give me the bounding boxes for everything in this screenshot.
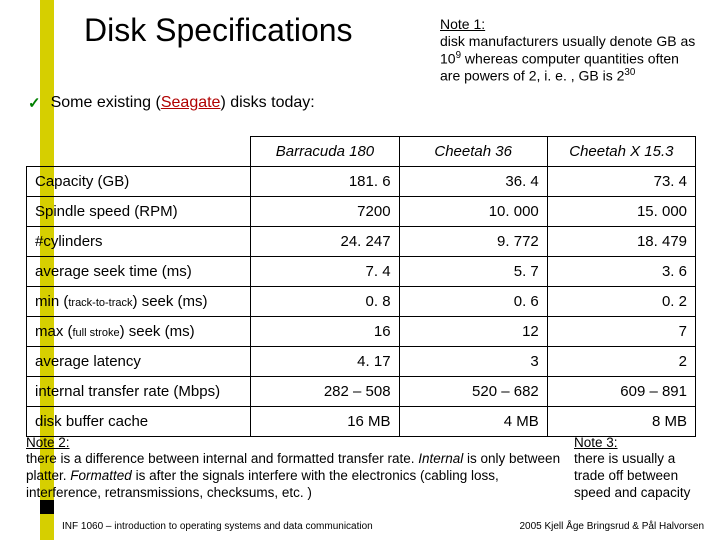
- row-label: #cylinders: [27, 227, 251, 257]
- cell-value: 2: [547, 347, 695, 377]
- note-3-text: there is usually a trade off between spe…: [574, 451, 690, 500]
- table-header-row: Barracuda 180 Cheetah 36 Cheetah X 15.3: [27, 137, 696, 167]
- cell-value: 282 – 508: [251, 377, 399, 407]
- table-row: average seek time (ms)7. 45. 73. 6: [27, 257, 696, 287]
- note-1-text-b: whereas computer quantities often are po…: [440, 50, 679, 83]
- note-2-a: there is a difference between internal a…: [26, 451, 418, 466]
- cell-value: 16 MB: [251, 407, 399, 437]
- note-1: Note 1: disk manufacturers usually denot…: [440, 16, 702, 85]
- cell-value: 7: [547, 317, 695, 347]
- cell-value: 36. 4: [399, 167, 547, 197]
- cell-value: 18. 479: [547, 227, 695, 257]
- note-2-em-a: Internal: [418, 451, 463, 466]
- table-row: Spindle speed (RPM)720010. 00015. 000: [27, 197, 696, 227]
- table-row: internal transfer rate (Mbps)282 – 50852…: [27, 377, 696, 407]
- row-label: average latency: [27, 347, 251, 377]
- table-row: disk buffer cache16 MB4 MB8 MB: [27, 407, 696, 437]
- check-icon: ✓: [28, 94, 41, 112]
- table-row: average latency4. 1732: [27, 347, 696, 377]
- cell-value: 4 MB: [399, 407, 547, 437]
- row-label: disk buffer cache: [27, 407, 251, 437]
- cell-value: 10. 000: [399, 197, 547, 227]
- cell-value: 3. 6: [547, 257, 695, 287]
- row-label: internal transfer rate (Mbps): [27, 377, 251, 407]
- footer-left: INF 1060 – introduction to operating sys…: [62, 521, 373, 532]
- cell-value: 5. 7: [399, 257, 547, 287]
- cell-value: 0. 8: [251, 287, 399, 317]
- table-corner: [27, 137, 251, 167]
- cell-value: 8 MB: [547, 407, 695, 437]
- cell-value: 73. 4: [547, 167, 695, 197]
- cell-value: 0. 2: [547, 287, 695, 317]
- cell-value: 12: [399, 317, 547, 347]
- bullet-suffix: ) disks today:: [220, 94, 314, 111]
- cell-value: 15. 000: [547, 197, 695, 227]
- table-row: Capacity (GB)181. 636. 473. 4: [27, 167, 696, 197]
- note-3: Note 3: there is usually a trade off bet…: [574, 435, 696, 503]
- cell-value: 520 – 682: [399, 377, 547, 407]
- note-3-label: Note 3:: [574, 435, 618, 450]
- specs-table: Barracuda 180 Cheetah 36 Cheetah X 15.3 …: [26, 136, 696, 437]
- col-header: Cheetah 36: [399, 137, 547, 167]
- cell-value: 181. 6: [251, 167, 399, 197]
- col-header: Cheetah X 15.3: [547, 137, 695, 167]
- note-1-label: Note 1:: [440, 16, 485, 32]
- cell-value: 609 – 891: [547, 377, 695, 407]
- note-2-em-b: Formatted: [70, 468, 132, 483]
- cell-value: 3: [399, 347, 547, 377]
- cell-value: 9. 772: [399, 227, 547, 257]
- accent-nub: [40, 500, 54, 514]
- bullet-line: ✓ Some existing (Seagate) disks today:: [28, 94, 315, 112]
- note-1-sup-b: 30: [624, 67, 635, 78]
- cell-value: 16: [251, 317, 399, 347]
- cell-value: 4. 17: [251, 347, 399, 377]
- row-label: average seek time (ms): [27, 257, 251, 287]
- page-title: Disk Specifications: [84, 12, 353, 49]
- row-label: max (full stroke) seek (ms): [27, 317, 251, 347]
- cell-value: 7. 4: [251, 257, 399, 287]
- table-row: #cylinders24. 2479. 77218. 479: [27, 227, 696, 257]
- note-2: Note 2: there is a difference between in…: [26, 435, 574, 503]
- footer-right: 2005 Kjell Åge Bringsrud & Pål Halvorsen: [519, 521, 704, 532]
- vendor-link[interactable]: Seagate: [161, 94, 221, 111]
- col-header: Barracuda 180: [251, 137, 399, 167]
- table-row: min (track-to-track) seek (ms)0. 80. 60.…: [27, 287, 696, 317]
- table-row: max (full stroke) seek (ms)16127: [27, 317, 696, 347]
- cell-value: 0. 6: [399, 287, 547, 317]
- row-label: Spindle speed (RPM): [27, 197, 251, 227]
- row-label: Capacity (GB): [27, 167, 251, 197]
- note-2-label: Note 2:: [26, 435, 70, 450]
- cell-value: 24. 247: [251, 227, 399, 257]
- row-label: min (track-to-track) seek (ms): [27, 287, 251, 317]
- cell-value: 7200: [251, 197, 399, 227]
- bullet-prefix: Some existing (: [51, 94, 161, 111]
